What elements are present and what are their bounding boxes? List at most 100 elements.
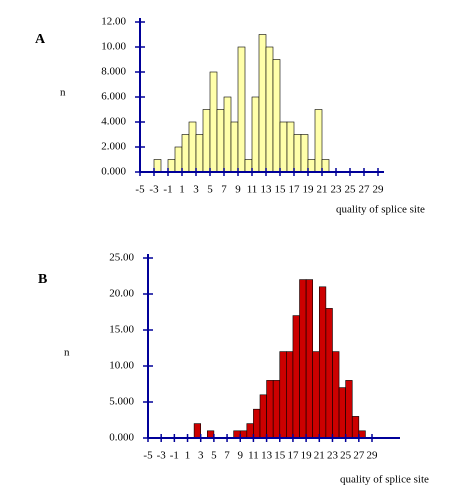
- bar: [167, 159, 176, 173]
- bar: [244, 159, 253, 173]
- bar: [300, 134, 309, 173]
- bar: [312, 351, 320, 439]
- bar: [253, 408, 261, 439]
- x-tick-label: 23: [331, 184, 343, 196]
- x-tick-label: 29: [367, 450, 379, 462]
- y-tick-label: 2.000: [101, 141, 126, 153]
- bar: [299, 279, 307, 439]
- x-tick-label: -3: [149, 184, 159, 196]
- bar: [345, 380, 353, 439]
- x-tick-label: 27: [359, 184, 371, 196]
- x-tick-label: 25: [345, 184, 357, 196]
- bar: [272, 59, 281, 173]
- x-tick-label: 9: [237, 450, 243, 462]
- bar: [358, 430, 366, 439]
- x-tick-label: -5: [143, 450, 153, 462]
- x-tick-label: 23: [327, 450, 339, 462]
- x-tick-label: 7: [224, 450, 230, 462]
- bar: [272, 380, 281, 439]
- bar: [195, 134, 204, 173]
- bar: [223, 96, 232, 173]
- x-axis-label: quality of splice site: [336, 204, 425, 216]
- bar: [286, 121, 295, 173]
- x-tick-label: 9: [235, 184, 241, 196]
- y-tick-label: 20.00: [109, 288, 134, 300]
- x-tick-label: 1: [179, 184, 185, 196]
- bar: [279, 121, 288, 173]
- bar: [206, 430, 215, 439]
- x-tick-label: 13: [261, 450, 273, 462]
- y-axis-label: n: [60, 87, 66, 99]
- y-tick-label: 6.000: [101, 91, 126, 103]
- y-tick-label: 12.00: [101, 16, 126, 28]
- panel-label: B: [38, 272, 47, 287]
- bar: [153, 159, 162, 173]
- x-tick-label: 19: [301, 450, 313, 462]
- y-tick-label: 4.000: [101, 116, 126, 128]
- x-tick-label: 27: [353, 450, 365, 462]
- bar: [286, 351, 294, 439]
- bar: [230, 121, 239, 173]
- x-tick-label: 7: [221, 184, 227, 196]
- x-tick-label: 3: [193, 184, 199, 196]
- x-axis-label: quality of splice site: [340, 474, 429, 486]
- bar: [321, 159, 330, 173]
- bar: [265, 46, 274, 173]
- bar: [202, 109, 211, 173]
- bar: [338, 387, 346, 439]
- x-tick-label: -5: [135, 184, 145, 196]
- x-tick-label: 11: [247, 184, 258, 196]
- panel-label: A: [35, 32, 46, 47]
- y-axis-label: n: [64, 347, 70, 359]
- y-tick-label: 5.000: [109, 396, 134, 408]
- x-tick-label: 11: [248, 450, 259, 462]
- bar: [325, 308, 333, 439]
- bar: [174, 146, 183, 173]
- x-tick-label: 5: [207, 184, 213, 196]
- bar: [266, 380, 274, 439]
- x-tick-label: 13: [261, 184, 273, 196]
- x-tick-label: 1: [185, 450, 191, 462]
- bar: [188, 121, 197, 173]
- bar: [332, 351, 340, 439]
- x-tick-label: 15: [274, 450, 286, 462]
- x-tick-label: 19: [303, 184, 315, 196]
- x-tick-label: 3: [198, 450, 204, 462]
- bar: [246, 423, 254, 439]
- bar: [307, 159, 316, 173]
- y-tick-label: 15.00: [109, 324, 134, 336]
- x-tick-label: -1: [163, 184, 172, 196]
- bar: [251, 96, 260, 173]
- x-tick-label: -3: [157, 450, 167, 462]
- y-tick-label: 0.000: [109, 432, 134, 444]
- x-tick-label: 17: [287, 450, 299, 462]
- x-tick-label: 25: [340, 450, 352, 462]
- y-tick-label: 8.000: [101, 66, 126, 78]
- y-tick-label: 0.000: [101, 166, 126, 178]
- bar: [314, 109, 323, 173]
- x-tick-label: 21: [314, 450, 325, 462]
- bar: [292, 315, 300, 439]
- y-tick-label: 10.00: [101, 41, 126, 53]
- bar: [351, 416, 360, 439]
- bar: [239, 430, 248, 439]
- x-tick-label: 5: [211, 450, 217, 462]
- x-tick-label: 17: [289, 184, 301, 196]
- bar: [237, 46, 246, 173]
- bar: [258, 34, 267, 173]
- bar: [293, 134, 302, 173]
- bar: [279, 351, 287, 439]
- bar: [233, 430, 241, 439]
- bar: [318, 286, 327, 439]
- x-tick-label: 29: [373, 184, 385, 196]
- bar: [259, 394, 267, 439]
- x-tick-label: -1: [170, 450, 179, 462]
- bar: [181, 134, 190, 173]
- y-tick-label: 10.00: [109, 360, 134, 372]
- y-tick-label: 25.00: [109, 252, 134, 264]
- x-tick-label: 15: [275, 184, 287, 196]
- bar: [209, 71, 218, 173]
- x-tick-label: 21: [317, 184, 328, 196]
- bar: [193, 423, 202, 439]
